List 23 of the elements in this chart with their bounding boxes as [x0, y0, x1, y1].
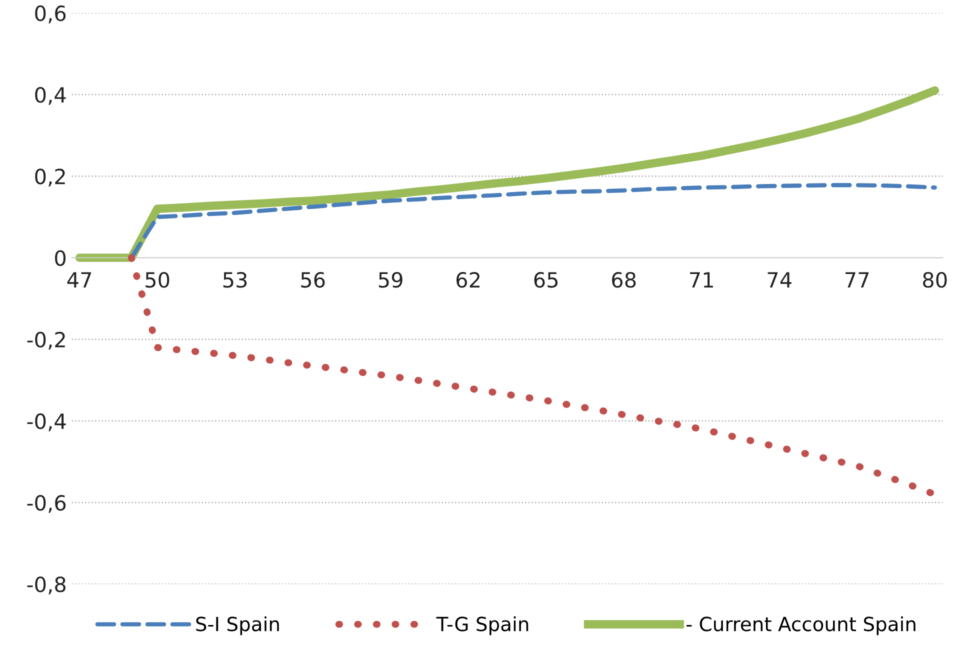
y-tick-label: 0	[55, 250, 66, 266]
y-tick-label: 0,6	[35, 5, 66, 24]
y-tick-label: -0,4	[27, 413, 66, 432]
y-tick-label: -0,2	[27, 332, 65, 350]
y-tick-label: 0,4	[35, 87, 66, 105]
x-tick-label: 65	[534, 272, 558, 288]
y-tick-label: -0,6	[27, 494, 66, 513]
x-tick-label: 50	[146, 272, 170, 288]
legend-label: - Current Account Spain	[686, 616, 916, 636]
legend-label: S-I Spain	[196, 616, 279, 636]
x-tick-label: 47	[67, 272, 92, 288]
x-tick-label: 68	[612, 272, 636, 288]
x-tick-label: 62	[456, 272, 480, 288]
x-tick-label: 59	[378, 272, 402, 288]
x-tick-label: 56	[301, 272, 325, 288]
legend-label: T-G Spain	[436, 616, 528, 636]
x-tick-label: 53	[223, 272, 247, 288]
x-tick-label: 74	[768, 272, 792, 288]
x-tick-label: 80	[923, 272, 947, 288]
x-tick-label: 71	[690, 272, 713, 288]
y-tick-label: -0,8	[27, 576, 66, 594]
x-tick-label: 77	[846, 272, 869, 288]
y-tick-label: 0,2	[35, 168, 65, 186]
